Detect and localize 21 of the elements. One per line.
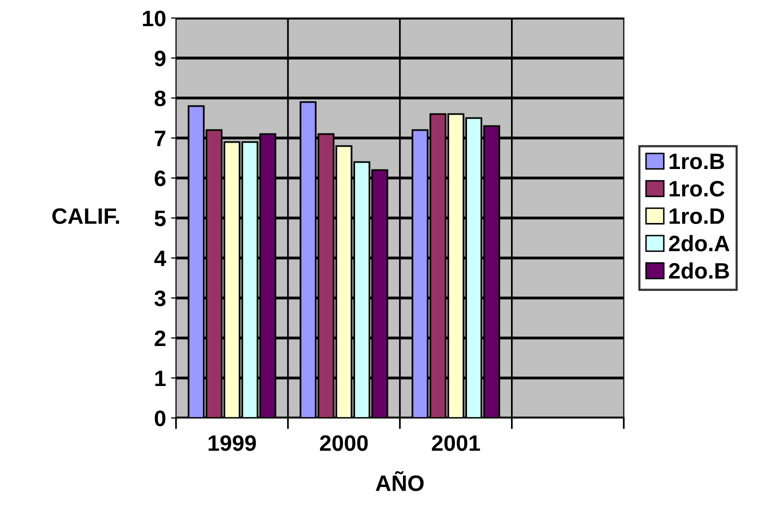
y-tick-label: 10 [142, 10, 166, 26]
x-tick-label: 1999 [208, 435, 256, 451]
x-axis-title: AÑO [376, 471, 424, 492]
y-tick-label: 0 [154, 410, 166, 426]
legend-label: 1ro.C [670, 180, 724, 197]
legend-label: 1ro.D [670, 208, 724, 224]
y-tick-label: 3 [154, 290, 166, 306]
y-tick-label: 7 [154, 130, 166, 146]
legend-label: 2do.A [669, 235, 730, 252]
y-tick-label: 5 [154, 210, 166, 226]
y-tick-label: 8 [154, 90, 166, 106]
x-tick-label: 2000 [320, 435, 368, 451]
y-tick-label: 6 [154, 170, 166, 186]
y-tick-label: 2 [154, 330, 166, 346]
x-tick-label: 2001 [432, 435, 480, 451]
y-axis-title: CALIF. [52, 208, 120, 224]
legend-label: 2do.B [669, 262, 729, 279]
y-tick-label: 9 [154, 50, 166, 66]
y-tick-label: 4 [154, 250, 166, 266]
y-tick-label: 1 [155, 370, 166, 386]
legend-label: 1ro.B [670, 154, 724, 170]
